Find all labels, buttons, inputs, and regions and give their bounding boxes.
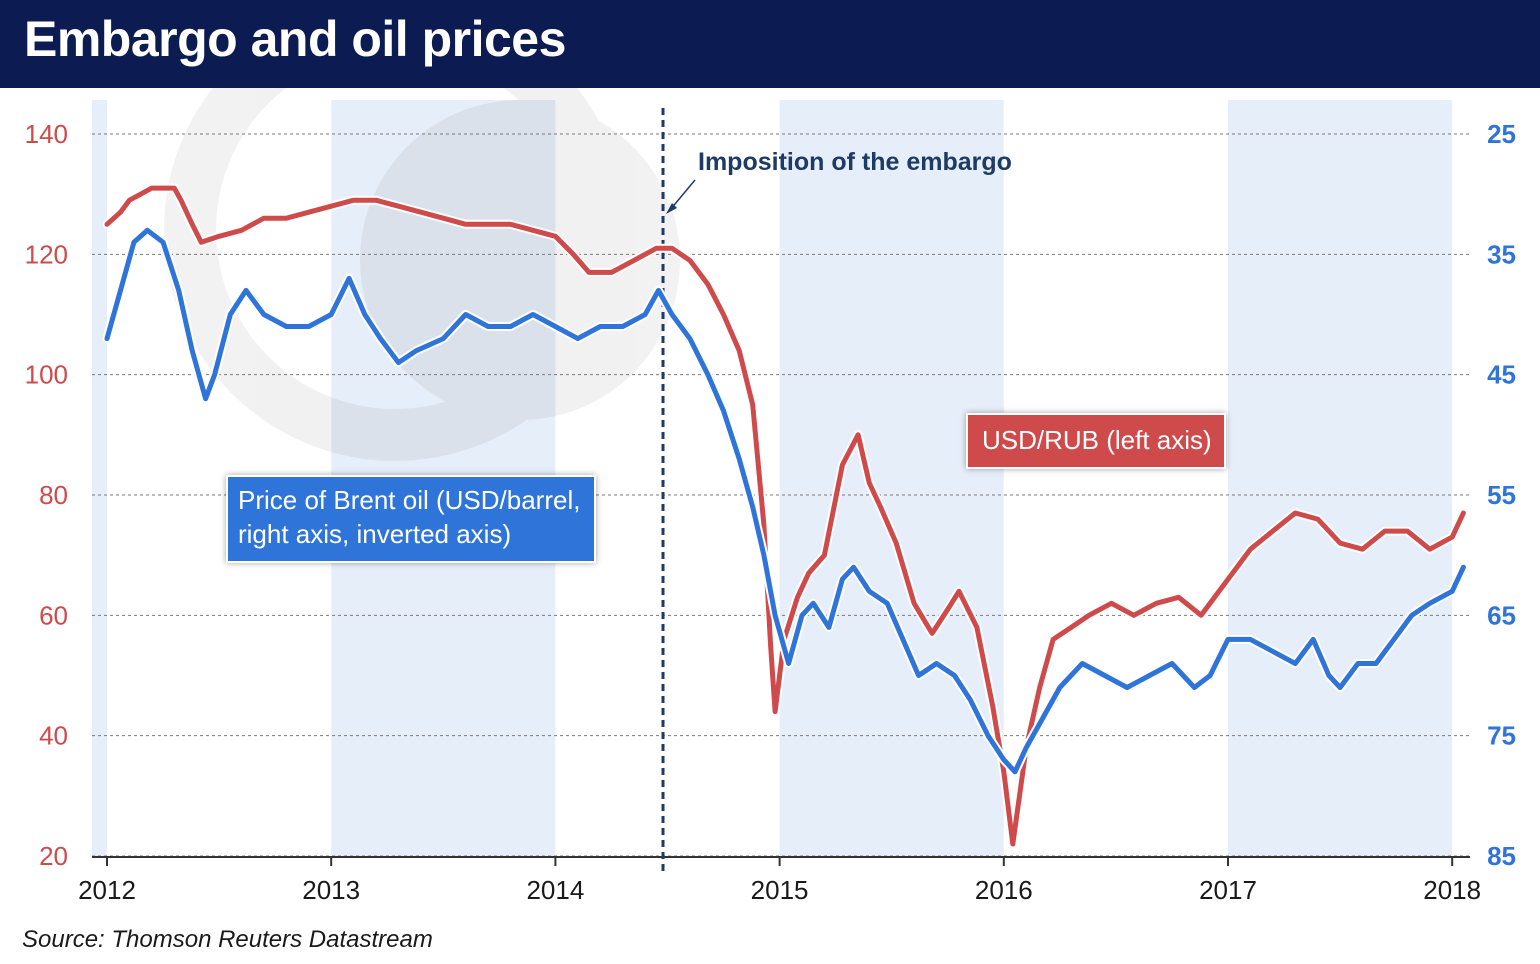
right-axis-tick-label: 25 xyxy=(1487,119,1516,149)
year-band xyxy=(92,100,107,858)
left-axis-tick-label: 20 xyxy=(39,841,68,871)
year-band xyxy=(779,100,1004,858)
usdrub-line xyxy=(104,185,1466,847)
source-note: Source: Thomson Reuters Datastream xyxy=(22,926,433,953)
x-tick-label: 2012 xyxy=(78,875,136,905)
left-axis-tick-label: 40 xyxy=(39,721,68,751)
left-axis-tick-label: 100 xyxy=(25,360,68,390)
left-axis-tick-label: 120 xyxy=(25,239,68,269)
right-axis-tick-label: 75 xyxy=(1487,721,1516,751)
axes: 2012 2013 2014 2015 2016 2017 2018 20 40 60 80 100 1… xyxy=(25,108,1516,905)
right-axis-tick-label: 35 xyxy=(1487,239,1516,269)
embargo-arrow xyxy=(669,179,696,211)
x-tick-label: 2017 xyxy=(1199,875,1257,905)
series-lines xyxy=(102,183,1468,849)
brent-line xyxy=(104,227,1466,775)
right-axis-tick-label: 45 xyxy=(1487,360,1516,390)
embargo-annotation: Imposition of the embargo xyxy=(698,148,1012,176)
x-tick-label: 2014 xyxy=(526,875,584,905)
x-tick-label: 2018 xyxy=(1423,875,1481,905)
year-band xyxy=(1228,100,1453,858)
right-axis-tick-label: 55 xyxy=(1487,480,1516,510)
left-axis-tick-label: 140 xyxy=(25,119,68,149)
x-tick-label: 2016 xyxy=(975,875,1033,905)
left-axis-tick-label: 60 xyxy=(39,600,68,630)
left-axis-tick-label: 80 xyxy=(39,480,68,510)
x-tick-label: 2015 xyxy=(751,875,809,905)
x-tick-label: 2013 xyxy=(302,875,360,905)
page-title: Embargo and oil prices xyxy=(24,11,566,67)
embargo-arrow-head xyxy=(666,203,677,214)
header-bar: Embargo and oil prices xyxy=(0,0,1540,88)
usdrub-legend-label: USD/RUB (left axis) xyxy=(966,413,1226,469)
brent-legend-label: Price of Brent oil (USD/barrel, right ax… xyxy=(226,475,597,563)
right-axis-tick-label: 85 xyxy=(1487,841,1516,871)
right-axis-tick-label: 65 xyxy=(1487,600,1516,630)
